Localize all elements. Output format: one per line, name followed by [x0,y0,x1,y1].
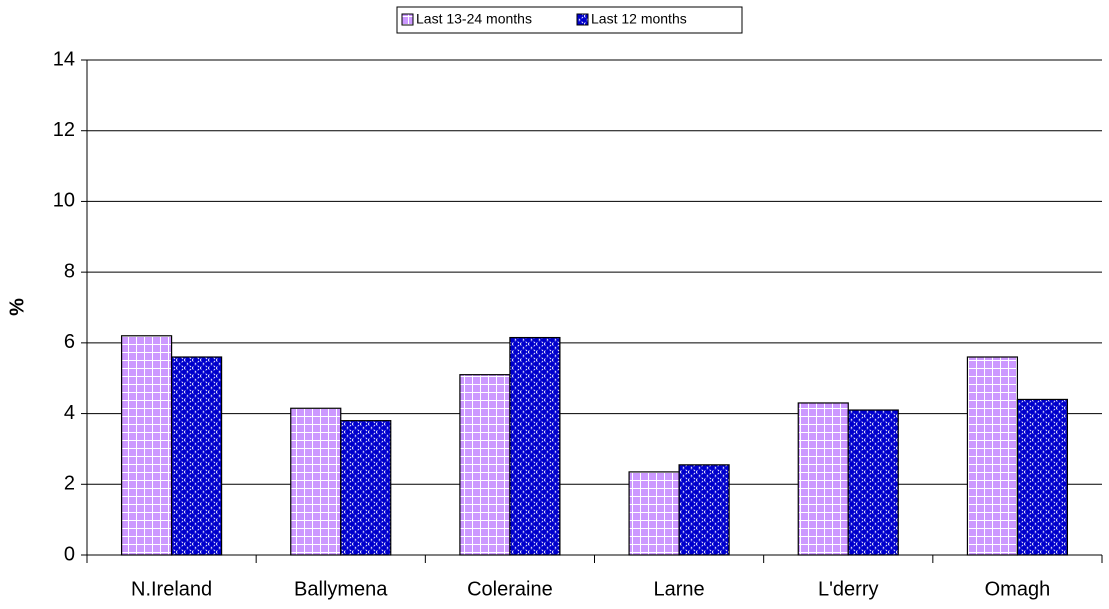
y-tick-label: 4 [64,402,75,424]
bar [509,336,561,556]
bar [628,471,680,556]
x-tick-label: Omagh [985,578,1051,600]
legend-box [396,6,743,34]
y-tick-label: 0 [64,543,75,565]
bar [797,402,849,556]
bar [340,420,392,556]
legend-swatch [401,13,414,26]
y-axis-label: % [6,298,28,316]
bar [120,335,173,556]
x-tick-label: N.Ireland [131,578,212,600]
y-tick-label: 2 [64,473,75,495]
y-tick-label: 6 [64,331,75,353]
legend-swatch [576,13,589,26]
legend-label: Last 13-24 months [416,11,532,27]
y-tick-label: 12 [53,119,75,141]
y-tick-label: 8 [64,260,75,282]
y-tick-label: 14 [53,48,75,70]
bar [847,409,899,556]
x-tick-label: Larne [654,578,705,600]
bar [678,464,730,556]
bar [170,356,223,556]
bar [290,407,342,556]
y-tick-label: 10 [53,190,75,212]
bar [1016,398,1069,556]
bar [459,374,511,556]
x-tick-label: Ballymena [294,578,388,600]
x-tick-label: Coleraine [467,578,553,600]
legend-label: Last 12 months [591,11,687,27]
bar [966,356,1019,556]
x-tick-label: L'derry [818,578,879,600]
